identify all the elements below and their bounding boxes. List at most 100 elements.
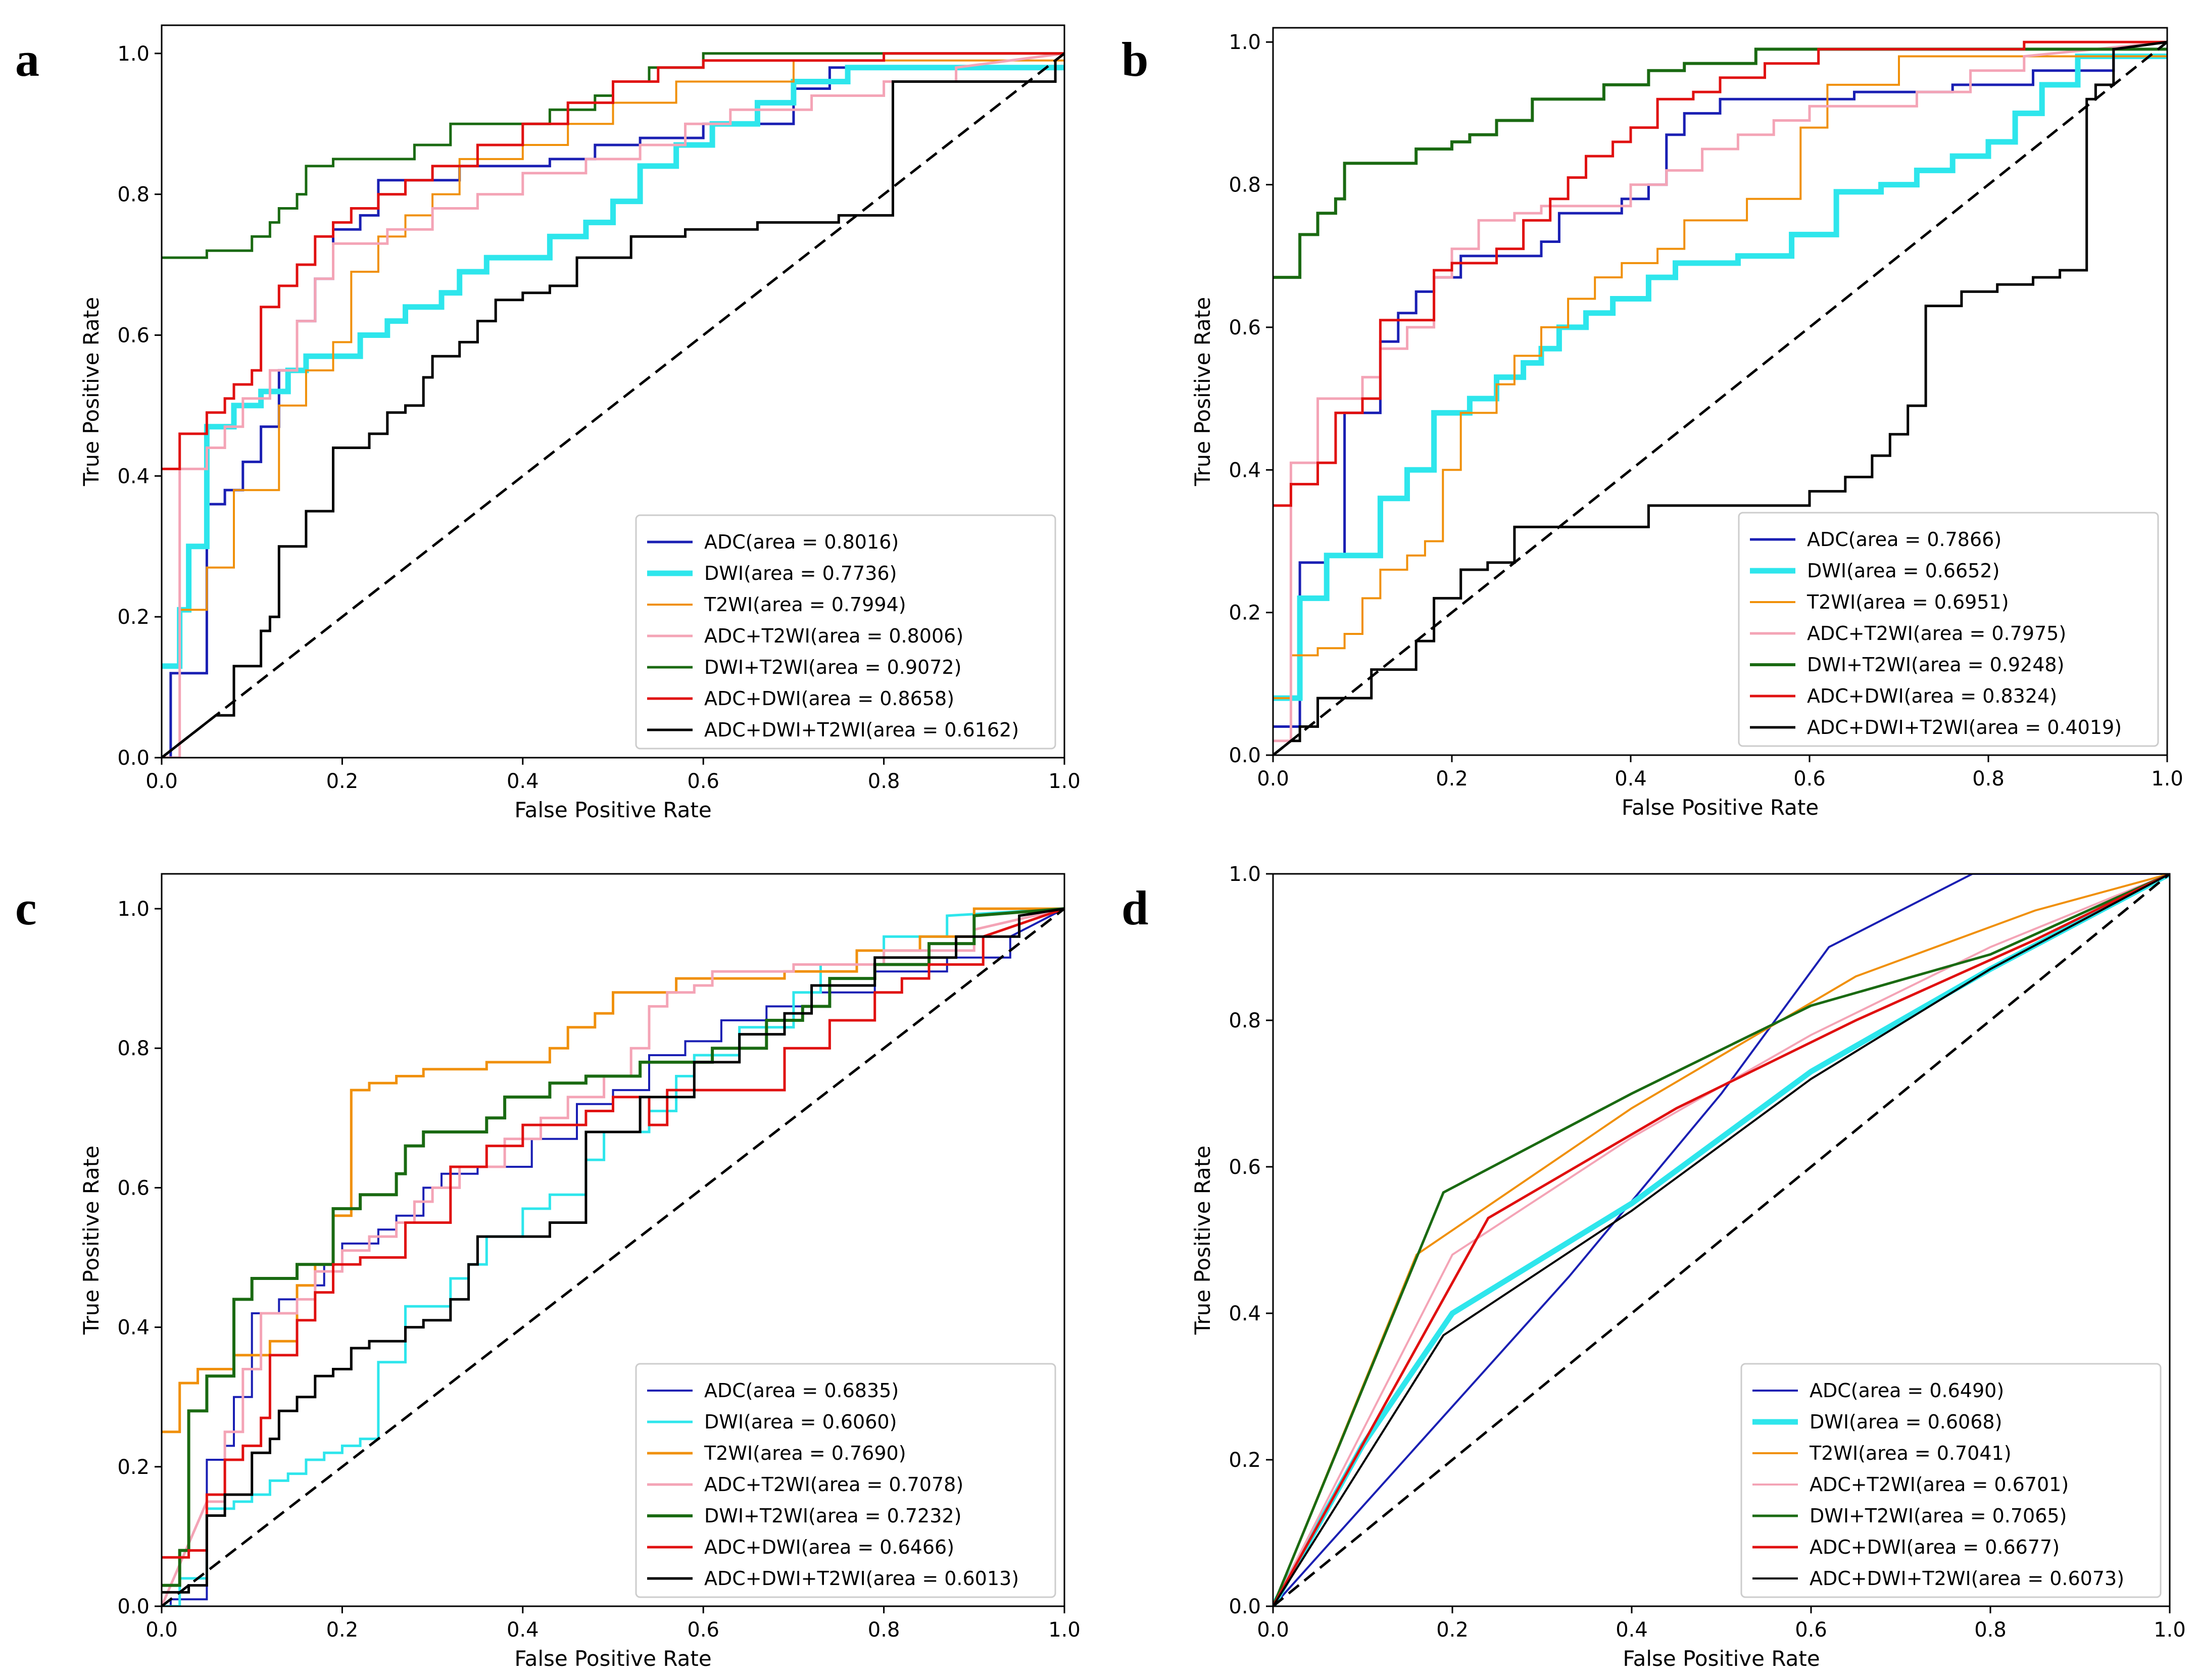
legend-entry: ADC(area = 0.8016) xyxy=(704,531,899,553)
roc-curve-adc-dwi xyxy=(162,907,1064,1559)
y-tick-label: 1.0 xyxy=(117,898,150,921)
legend-entry: DWI+T2WI(area = 0.9248) xyxy=(1807,654,2064,676)
x-axis-label: False Positive Rate xyxy=(1623,1646,1820,1671)
y-axis-label: True Positive Rate xyxy=(79,297,104,486)
legend-box xyxy=(635,514,1056,750)
legend-entry: T2WI(area = 0.7690) xyxy=(704,1442,906,1464)
roc-curve-adc xyxy=(162,66,1064,758)
x-tick-label: 0.2 xyxy=(1436,767,1468,790)
legend-entry: DWI(area = 0.6060) xyxy=(704,1411,897,1433)
legend-entry: ADC+DWI(area = 0.8658) xyxy=(704,687,954,710)
roc-curve-adc-dwi-t2wi xyxy=(1273,874,2170,1606)
legend-entry: ADC+T2WI(area = 0.7078) xyxy=(704,1473,963,1496)
y-tick-label: 0.0 xyxy=(117,1595,150,1618)
panel-letter: c xyxy=(15,881,37,935)
x-tick-label: 1.0 xyxy=(1048,1618,1081,1642)
x-tick-label: 0.2 xyxy=(1436,1618,1469,1642)
y-tick-label: 0.8 xyxy=(1229,174,1261,197)
x-tick-label: 0.4 xyxy=(507,1618,539,1642)
legend-entry: ADC+T2WI(area = 0.6701) xyxy=(1810,1473,2069,1496)
y-tick-label: 0.2 xyxy=(1229,602,1261,625)
roc-curve-adc-t2wi xyxy=(162,52,1064,758)
roc-curve-dwi-t2wi xyxy=(162,907,1064,1587)
x-tick-label: 0.0 xyxy=(145,770,178,793)
x-tick-label: 0.6 xyxy=(1793,767,1826,790)
roc-panel-d: d 0.0 0.2 0.4 0.6 0.8 1.0 0.0 0.2 0.4 0.6 0.8 1.0 Fal… xyxy=(1121,863,2186,1671)
roc-panel-a: a 0.0 0.2 0.4 0.6 0.8 1.0 0.0 0.2 0.4 0.6 0.8 1.0 Fal… xyxy=(15,24,1081,822)
y-tick-label: 1.0 xyxy=(1229,863,1261,886)
chance-diagonal-line xyxy=(1273,41,2167,755)
x-tick-label: 1.0 xyxy=(1048,770,1081,793)
y-tick-label: 0.2 xyxy=(117,606,150,629)
panel-letter: a xyxy=(15,32,39,86)
legend-entry: ADC+DWI+T2WI(area = 0.4019) xyxy=(1807,716,2122,738)
roc-curve-dwi xyxy=(162,65,1064,669)
legend-entry: T2WI(area = 0.7994) xyxy=(704,594,906,616)
x-tick-label: 0.6 xyxy=(1795,1618,1827,1642)
roc-curve-adc-t2wi xyxy=(162,907,1064,1606)
legend-entry: DWI(area = 0.6652) xyxy=(1807,560,1999,582)
y-tick-label: 0.4 xyxy=(1229,1302,1261,1325)
legend-entry: T2WI(area = 0.7041) xyxy=(1809,1442,2012,1464)
legend-entry: DWI+T2WI(area = 0.9072) xyxy=(704,656,961,678)
y-axis-label: True Positive Rate xyxy=(1190,1146,1215,1335)
roc-curve-t2wi xyxy=(162,59,1064,758)
x-tick-label: 0.6 xyxy=(687,770,719,793)
y-tick-label: 0.8 xyxy=(117,1037,150,1060)
y-tick-label: 0.8 xyxy=(1229,1009,1261,1032)
legend-entry: ADC+DWI(area = 0.8324) xyxy=(1807,685,2057,707)
roc-curve-adc xyxy=(1273,874,2170,1606)
y-tick-label: 0.6 xyxy=(117,324,150,347)
x-tick-label: 0.0 xyxy=(145,1618,178,1642)
legend-box xyxy=(635,1363,1056,1598)
legend-entry: DWI(area = 0.7736) xyxy=(704,562,897,584)
series-group xyxy=(162,907,1064,1606)
roc-curve-adc-dwi xyxy=(1273,40,2167,507)
x-tick-label: 0.0 xyxy=(1257,767,1289,790)
x-tick-label: 0.8 xyxy=(868,1618,900,1642)
x-tick-label: 1.0 xyxy=(2151,767,2183,790)
legend-entry: ADC+DWI(area = 0.6466) xyxy=(704,1536,954,1558)
panel-letter: d xyxy=(1121,881,1148,935)
y-tick-label: 0.4 xyxy=(1229,459,1261,482)
roc-curve-t2wi xyxy=(1273,55,2167,700)
x-axis-label: False Positive Rate xyxy=(1622,795,1819,820)
y-tick-label: 0.0 xyxy=(1229,1595,1261,1618)
y-axis-label: True Positive Rate xyxy=(1190,297,1215,486)
y-tick-label: 0.6 xyxy=(117,1176,150,1200)
legend-entry: DWI+T2WI(area = 0.7232) xyxy=(704,1505,961,1527)
y-tick-label: 0.4 xyxy=(117,1316,150,1340)
roc-curve-adc-t2wi xyxy=(1273,40,2167,743)
legend-entry: DWI(area = 0.6068) xyxy=(1810,1411,2002,1433)
y-tick-label: 0.6 xyxy=(1229,1156,1261,1179)
legend: ADC(area = 0.7866) DWI(area = 0.6652) T2WI… xyxy=(1738,512,2159,747)
x-tick-label: 0.4 xyxy=(507,770,539,793)
panel-letter: b xyxy=(1121,32,1148,86)
y-tick-label: 0.2 xyxy=(117,1456,150,1479)
plot-frame xyxy=(1272,27,2168,756)
legend-entry: DWI+T2WI(area = 0.7065) xyxy=(1810,1505,2067,1527)
legend-box xyxy=(1740,1363,2162,1598)
legend: ADC(area = 0.8016) DWI(area = 0.7736) T2WI… xyxy=(635,514,1056,750)
roc-panel-b: b 0.0 0.2 0.4 0.6 0.8 1.0 0.0 0.2 0.4 0.6 0.8 1.0 Fal… xyxy=(1121,27,2183,820)
x-tick-label: 0.8 xyxy=(868,770,900,793)
x-axis-label: False Positive Rate xyxy=(514,1646,711,1671)
legend-entry: T2WI(area = 0.6951) xyxy=(1806,591,2009,613)
y-tick-label: 1.0 xyxy=(117,42,150,66)
chance-diagonal-line xyxy=(162,52,1064,758)
legend: ADC(area = 0.6835) DWI(area = 0.6060) T2WI… xyxy=(635,1363,1056,1598)
roc-curve-dwi-t2wi xyxy=(1273,874,2170,1606)
y-tick-label: 0.2 xyxy=(1229,1449,1261,1472)
roc-curve-adc-dwi-t2wi xyxy=(162,52,1064,758)
x-tick-label: 0.2 xyxy=(326,1618,359,1642)
legend-entry: ADC+DWI+T2WI(area = 0.6073) xyxy=(1810,1567,2124,1590)
roc-curve-adc-dwi-t2wi xyxy=(1273,40,2167,755)
series-group xyxy=(162,52,1064,758)
roc-curve-adc-dwi xyxy=(1273,874,2170,1606)
y-tick-label: 0.8 xyxy=(117,183,150,207)
x-tick-label: 1.0 xyxy=(2154,1618,2186,1642)
roc-curve-adc-dwi xyxy=(162,52,1064,470)
x-axis-label: False Positive Rate xyxy=(514,798,711,822)
legend-entry: ADC+DWI+T2WI(area = 0.6162) xyxy=(704,719,1019,741)
